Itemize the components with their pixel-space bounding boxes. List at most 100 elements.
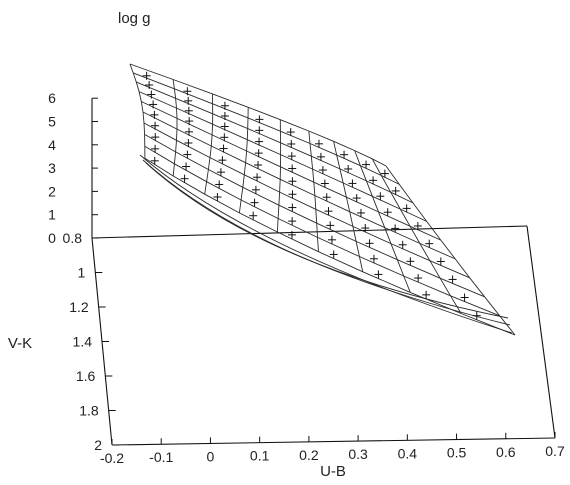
plus-marker bbox=[329, 250, 338, 259]
plus-marker bbox=[184, 106, 193, 115]
plus-marker bbox=[288, 190, 297, 199]
plus-marker bbox=[316, 152, 325, 161]
plus-marker bbox=[255, 137, 264, 146]
y-tick-label: 2 bbox=[94, 437, 102, 453]
logg-curve bbox=[142, 111, 456, 260]
plus-marker bbox=[183, 150, 192, 159]
plus-marker bbox=[220, 122, 229, 131]
plus-marker bbox=[251, 185, 260, 194]
plus-marker bbox=[380, 169, 389, 178]
plus-marker bbox=[220, 133, 229, 142]
plus-marker bbox=[253, 173, 262, 182]
y-tick-label: 0.8 bbox=[63, 230, 83, 246]
plus-marker bbox=[402, 204, 411, 213]
floor-back-edge bbox=[91, 225, 528, 239]
plus-marker bbox=[255, 126, 264, 135]
teff-line bbox=[385, 165, 516, 336]
z-tick-label: 6 bbox=[48, 90, 56, 106]
plus-marker bbox=[288, 217, 297, 226]
teff-line bbox=[354, 150, 411, 293]
plus-marker bbox=[182, 162, 191, 171]
teff-line bbox=[238, 107, 249, 213]
plus-marker bbox=[216, 168, 225, 177]
x-tick-label: 0.7 bbox=[545, 443, 565, 459]
plus-marker bbox=[288, 203, 297, 212]
z-axis-title: log g bbox=[118, 10, 151, 27]
plus-marker bbox=[213, 192, 222, 201]
plus-marker bbox=[185, 127, 194, 136]
x-tick-label: 0.3 bbox=[348, 446, 368, 462]
x-axis-line bbox=[111, 437, 556, 446]
plus-marker bbox=[344, 164, 353, 173]
y-tick-label: 1.4 bbox=[73, 334, 93, 350]
plus-marker bbox=[361, 224, 370, 233]
plus-marker bbox=[287, 152, 296, 161]
plus-marker bbox=[327, 235, 336, 244]
plus-marker bbox=[406, 257, 415, 266]
y-tick-label: 1.6 bbox=[76, 368, 96, 384]
surface-grid bbox=[129, 63, 516, 336]
plus-marker bbox=[365, 239, 374, 248]
plus-marker bbox=[220, 101, 229, 110]
plus-marker bbox=[185, 117, 194, 126]
plus-marker bbox=[287, 139, 296, 148]
teff-line bbox=[204, 93, 214, 195]
plus-marker bbox=[145, 81, 154, 90]
plus-marker bbox=[448, 275, 457, 284]
plus-marker bbox=[288, 164, 297, 173]
y-tick-label: 1.2 bbox=[69, 299, 89, 315]
x-tick-label: 0.6 bbox=[496, 444, 516, 460]
plus-marker bbox=[324, 207, 333, 216]
plus-marker bbox=[220, 111, 229, 120]
logg-curve bbox=[143, 122, 470, 279]
plus-marker bbox=[150, 156, 159, 165]
envelope-curve bbox=[139, 154, 513, 334]
x-tick-label: 0.4 bbox=[398, 445, 418, 461]
teff-line bbox=[172, 79, 178, 177]
plus-marker bbox=[460, 293, 469, 302]
x-tick-label: 0.5 bbox=[447, 445, 467, 461]
logg-curve bbox=[144, 134, 485, 298]
plus-marker bbox=[369, 254, 378, 263]
plus-marker bbox=[147, 90, 156, 99]
plus-marker bbox=[219, 144, 228, 153]
z-tick-label: 3 bbox=[48, 160, 56, 176]
plus-marker bbox=[215, 180, 224, 189]
plus-marker bbox=[184, 96, 193, 105]
axes-group bbox=[91, 97, 556, 446]
plus-marker bbox=[320, 179, 329, 188]
floor-right-edge bbox=[526, 225, 556, 439]
plus-marker bbox=[151, 133, 160, 142]
envelope-curve bbox=[145, 162, 509, 319]
logg-curve bbox=[133, 72, 400, 185]
plus-marker bbox=[472, 311, 481, 320]
y-tick-label: 1 bbox=[78, 265, 86, 281]
plus-marker bbox=[414, 274, 423, 283]
plus-marker bbox=[288, 177, 297, 186]
plus-marker bbox=[322, 193, 331, 202]
plus-marker bbox=[142, 71, 151, 80]
tick-labels: -0.2 -0.1 0 0.1 0.2 0.3 0.4 0.5 0.6 0.7 0.8 1 1.2 1.4… bbox=[8, 10, 565, 480]
plus-marker bbox=[149, 100, 158, 109]
logg-curve bbox=[144, 145, 500, 317]
plus-marker bbox=[413, 221, 422, 230]
teff-line bbox=[129, 63, 146, 159]
plus-marker bbox=[398, 240, 407, 249]
plus-marker bbox=[254, 149, 263, 158]
plus-marker bbox=[356, 208, 365, 217]
plus-marker bbox=[376, 192, 385, 201]
plus-marker bbox=[250, 198, 259, 207]
plus-marker bbox=[218, 156, 227, 165]
plus-marker bbox=[374, 270, 383, 279]
x-tick-label: -0.1 bbox=[149, 449, 173, 465]
plus-marker bbox=[383, 208, 392, 217]
x-tick-label: 0 bbox=[207, 448, 215, 464]
plus-marker bbox=[425, 239, 434, 248]
plus-marker bbox=[151, 121, 160, 130]
plus-marker bbox=[255, 115, 264, 124]
plus-marker bbox=[184, 138, 193, 147]
plus-marker bbox=[436, 257, 445, 266]
x-tick-label: 0.2 bbox=[299, 447, 319, 463]
y-axis-title: V-K bbox=[8, 335, 32, 352]
